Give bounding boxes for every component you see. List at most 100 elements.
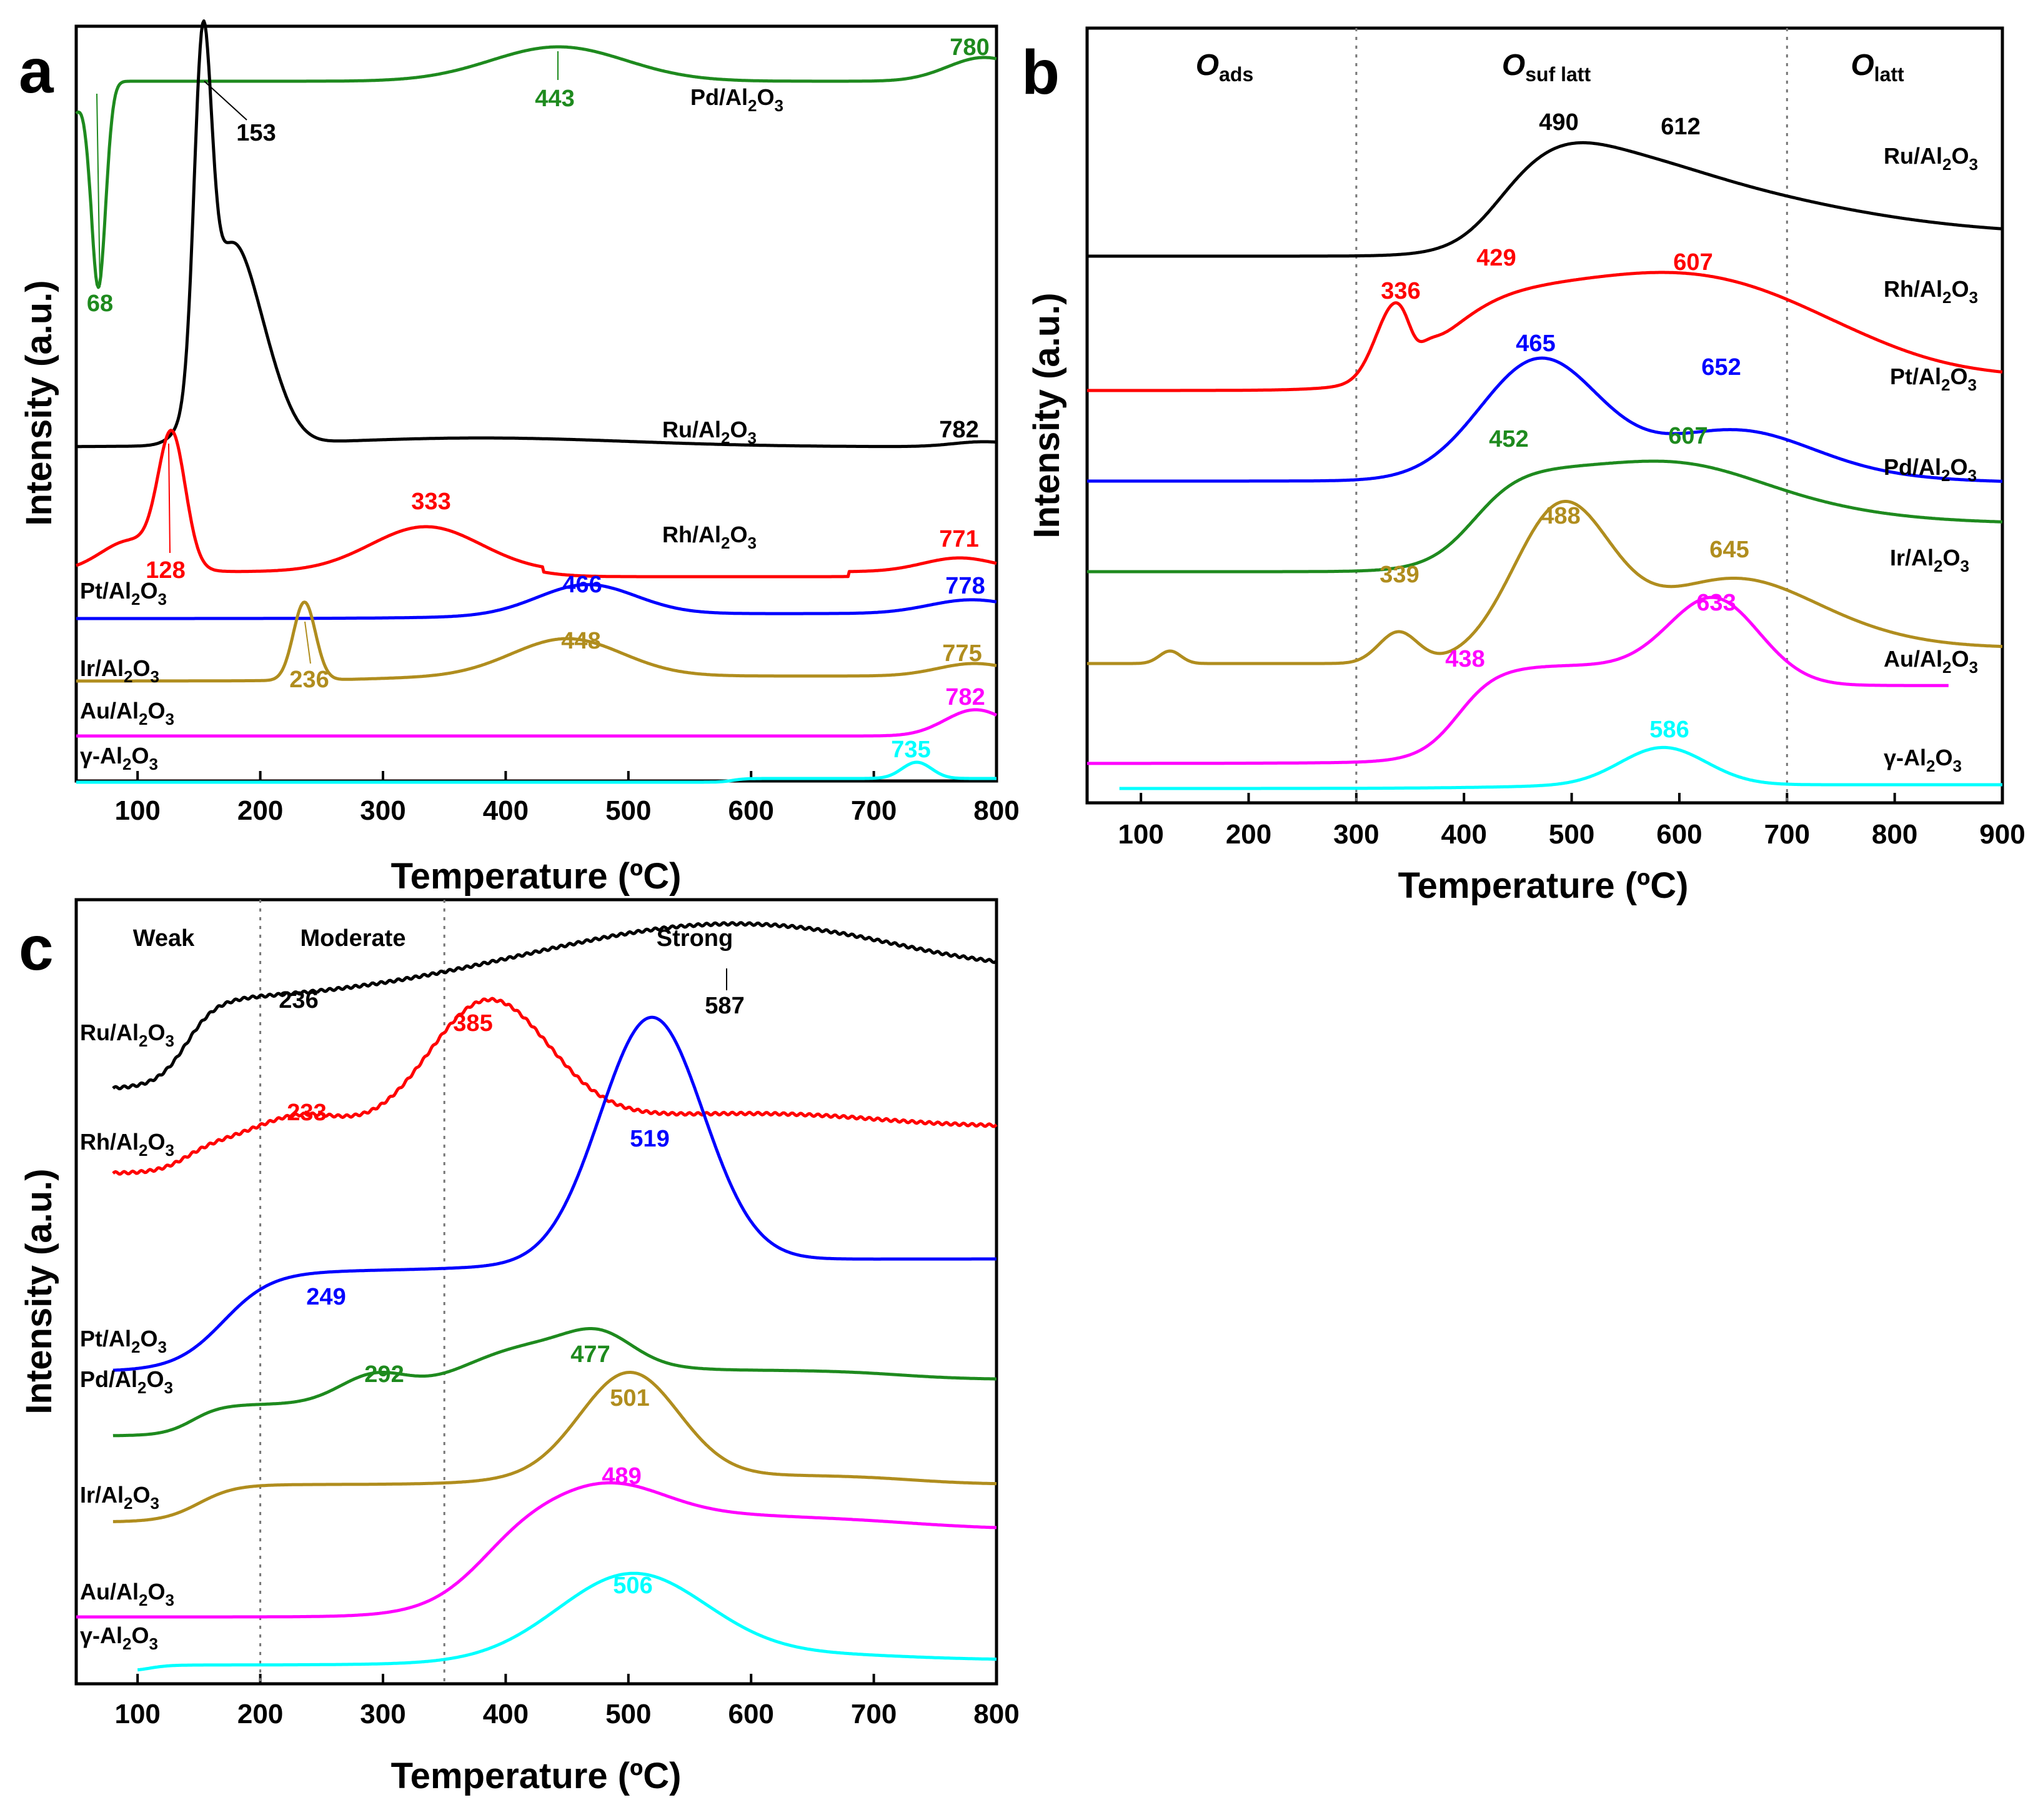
series-label: Pt/Al2O3 bbox=[1890, 364, 1977, 394]
series-label-sub: 3 bbox=[165, 710, 174, 728]
region-weak: Weak bbox=[133, 925, 195, 952]
series-label-mid: O bbox=[1951, 143, 1969, 169]
series-line-Pt/Al2O3 bbox=[1086, 356, 2003, 483]
peak-label: 645 bbox=[1709, 537, 1749, 563]
region-o-latt-sub: latt bbox=[1874, 63, 1904, 86]
peak-leader bbox=[96, 93, 101, 288]
peak-label: 429 bbox=[1476, 245, 1516, 271]
series-label-main: Rh/Al bbox=[662, 522, 721, 547]
series-label: γ-Al2O3 bbox=[80, 743, 158, 773]
x-tick-label: 700 bbox=[851, 795, 897, 826]
panel-c-ylabel: Intensity (a.u.) bbox=[19, 1168, 59, 1414]
peak-label: 782 bbox=[945, 684, 985, 710]
x-tick-label: 300 bbox=[360, 1699, 405, 1729]
peak-label: 586 bbox=[1649, 717, 1689, 743]
x-tick-label: 200 bbox=[1226, 819, 1271, 850]
series-label-sub: 2 bbox=[1941, 466, 1950, 485]
series-label-main: Pt/Al bbox=[1890, 364, 1941, 389]
series-label-sub: 3 bbox=[158, 1338, 167, 1356]
series-label-main: Pd/Al bbox=[80, 1366, 137, 1392]
peak-label: 452 bbox=[1489, 426, 1528, 452]
series-label-mid: O bbox=[730, 417, 747, 442]
peak-label: 236 bbox=[279, 987, 318, 1013]
peak-label: 153 bbox=[236, 120, 276, 146]
x-tick-label: 300 bbox=[360, 795, 405, 826]
region-o-ads: Oads bbox=[1196, 49, 1253, 86]
peak-label: 587 bbox=[705, 993, 744, 1019]
peak-label: 506 bbox=[613, 1573, 652, 1599]
region-o-suf-latt: Osuf latt bbox=[1502, 49, 1591, 86]
x-tick-label: 600 bbox=[728, 795, 773, 826]
x-tick-label: 200 bbox=[237, 1699, 283, 1729]
series-line-Ir/Al2O3 bbox=[76, 600, 997, 683]
series-label-mid: O bbox=[1951, 646, 1969, 672]
peak-label: 489 bbox=[602, 1463, 641, 1489]
peak-leader bbox=[168, 443, 171, 554]
region-o-ads-main: O bbox=[1196, 49, 1219, 82]
peak-label: 490 bbox=[1539, 109, 1578, 136]
peak-label: 607 bbox=[1673, 249, 1712, 276]
panel-a-xlabel: Temperature (ºC) bbox=[391, 856, 682, 897]
panel-b-xlabel: Temperature (ºC) bbox=[1398, 865, 1689, 906]
series-label: Pd/Al2O3 bbox=[1884, 454, 1977, 485]
series-label-sub: 2 bbox=[124, 667, 132, 686]
series-label: Au/Al2O3 bbox=[1884, 646, 1978, 677]
x-tick-label: 600 bbox=[728, 1699, 773, 1729]
peak-label: 292 bbox=[364, 1361, 404, 1388]
series-label-sub: 2 bbox=[131, 1338, 140, 1356]
series-line-Rh/Al2O3 bbox=[1086, 271, 2003, 392]
series-label-sub: 2 bbox=[137, 1378, 146, 1397]
x-tick-label: 200 bbox=[237, 795, 283, 826]
peak-label: 385 bbox=[453, 1010, 492, 1037]
series-label-sub: 3 bbox=[151, 1494, 159, 1513]
series-line-Ru/Al2O3 bbox=[112, 921, 998, 1091]
series-label-sub: 2 bbox=[139, 710, 147, 728]
panel-c-frame bbox=[74, 898, 998, 1686]
peak-leader bbox=[304, 621, 311, 664]
series-label-mid: O bbox=[147, 1020, 165, 1045]
x-tick-label: 500 bbox=[1549, 819, 1594, 850]
series-label: Rh/Al2O3 bbox=[80, 1129, 174, 1160]
x-tick-label: 400 bbox=[483, 795, 529, 826]
series-label-sub: 2 bbox=[131, 590, 140, 609]
series-line-γ-Al2O3 bbox=[1118, 745, 2003, 790]
series-label-sub: 3 bbox=[158, 590, 167, 609]
region-o-ads-sub: ads bbox=[1219, 63, 1253, 86]
region-o-latt-main: O bbox=[1851, 49, 1874, 82]
region-o-suf-latt-main: O bbox=[1502, 49, 1525, 82]
series-line-Ru/Al2O3 bbox=[76, 19, 997, 449]
peak-label: 465 bbox=[1516, 331, 1555, 357]
series-label-main: Rh/Al bbox=[1884, 276, 1942, 302]
series-label-mid: O bbox=[131, 1623, 149, 1648]
series-label: Pt/Al2O3 bbox=[80, 578, 167, 609]
x-tick-label: 900 bbox=[1979, 819, 2025, 850]
series-label-main: Ru/Al bbox=[1884, 143, 1942, 169]
series-line-Ru/Al2O3 bbox=[1086, 141, 2003, 258]
panel-letter-c: c bbox=[19, 913, 54, 983]
series-label-main: Ru/Al bbox=[80, 1020, 139, 1045]
series-label-main: Au/Al bbox=[80, 698, 139, 724]
x-tick-label: 500 bbox=[605, 795, 651, 826]
series-label-sub: 2 bbox=[1942, 288, 1951, 307]
series-line-Pt/Al2O3 bbox=[76, 583, 997, 620]
x-tick-label: 700 bbox=[851, 1699, 897, 1729]
series-label-main: Pt/Al bbox=[80, 1326, 131, 1351]
peak-label: 652 bbox=[1701, 354, 1741, 380]
series-label: Pd/Al2O3 bbox=[80, 1366, 173, 1397]
peak-label: 443 bbox=[535, 86, 574, 112]
series-label-sub: 3 bbox=[151, 667, 159, 686]
series-label-mid: O bbox=[757, 84, 774, 110]
series-label: Ir/Al2O3 bbox=[80, 1482, 159, 1513]
series-line-Rh/Al2O3 bbox=[112, 997, 998, 1176]
series-label-mid: O bbox=[140, 1326, 157, 1351]
series-label-main: Pd/Al bbox=[1884, 454, 1941, 480]
peak-label: 501 bbox=[610, 1385, 649, 1411]
x-tick-label: 600 bbox=[1656, 819, 1702, 850]
peak-label: 448 bbox=[561, 628, 600, 654]
series-label-mid: O bbox=[140, 578, 157, 604]
peak-label: 339 bbox=[1379, 562, 1419, 588]
peak-label: 128 bbox=[146, 557, 185, 584]
series-label-sub: 2 bbox=[139, 1141, 147, 1160]
